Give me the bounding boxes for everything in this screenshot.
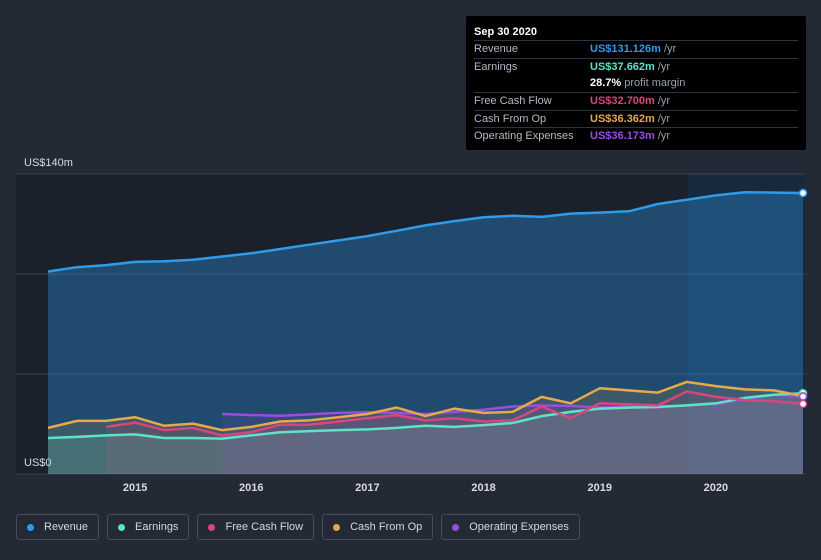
chart-legend: Revenue Earnings Free Cash Flow Cash From O… — [16, 514, 580, 540]
tooltip-row-value: US$131.126m — [590, 43, 661, 55]
legend-dot-icon — [208, 523, 216, 531]
tooltip-row-value: 28.7% — [590, 77, 622, 90]
x-tick-label: 2016 — [239, 482, 263, 494]
x-tick-label: 2015 — [123, 482, 147, 494]
tooltip-row-label — [474, 75, 590, 92]
series-end-point — [798, 399, 808, 409]
x-tick-label: 2017 — [355, 482, 379, 494]
series-line — [47, 190, 804, 273]
plot-background — [16, 174, 805, 474]
legend-label: Operating Expenses — [469, 521, 569, 533]
tooltip-row: Free Cash Flow US$32.700m/yr — [474, 92, 798, 110]
series-end-point — [798, 392, 808, 401]
legend-item[interactable]: Revenue — [16, 514, 100, 540]
legend-label: Revenue — [44, 521, 89, 533]
x-tick-label: 2020 — [704, 482, 728, 494]
y-axis-top-label: US$140m — [24, 157, 73, 169]
tooltip-row-label: Revenue — [474, 43, 519, 55]
tooltip-row: Operating Expenses US$36.173m/yr — [474, 127, 798, 145]
tooltip-row-label: Earnings — [474, 60, 518, 73]
tooltip-row-unit: /yr — [657, 112, 671, 125]
tooltip-row-value: US$32.700m — [590, 95, 655, 108]
legend-label: Free Cash Flow — [225, 521, 304, 533]
legend-item[interactable]: Earnings — [107, 514, 190, 540]
legend-dot-icon — [27, 523, 34, 531]
x-tick-label: 2019 — [587, 482, 611, 494]
tooltip-row-value: US$36.362m — [590, 112, 655, 125]
series-area — [106, 391, 804, 474]
chart-area: 2015 2016 2017 2018 2019 2020 US$140m US$0 — [16, 157, 808, 494]
highlight-region — [688, 174, 805, 474]
legend-dot-icon — [118, 523, 126, 531]
tooltip-row-label: Operating Expenses — [474, 130, 574, 143]
tooltip-row-value: US$37.662m — [590, 60, 655, 73]
tooltip-row: Cash From Op US$36.362m/yr — [474, 109, 798, 128]
series-line — [47, 392, 804, 440]
tooltip-row-unit: /yr — [657, 60, 671, 73]
tooltip-row: 28.7% profit margin — [474, 75, 798, 92]
legend-item[interactable]: Operating Expenses — [441, 514, 580, 540]
tooltip-row-unit: /yr — [663, 43, 677, 55]
y-axis-bottom-label: US$0 — [24, 457, 52, 469]
legend-dot-icon — [452, 523, 460, 531]
tooltip-row: Earnings US$37.662m/yr — [474, 57, 798, 76]
series-area — [48, 393, 803, 474]
legend-dot-icon — [333, 523, 341, 531]
x-tick-label: 2018 — [471, 482, 495, 494]
tooltip-row-unit: /yr — [657, 130, 671, 143]
tooltip-row-unit: /yr — [657, 95, 671, 108]
tooltip-row-unit: profit margin — [624, 77, 686, 90]
tooltip-row-label: Free Cash Flow — [474, 95, 552, 108]
data-tooltip: Sep 30 2020 Revenue US$131.126m/yr Earning… — [466, 16, 806, 150]
tooltip-row-label: Cash From Op — [474, 112, 547, 125]
legend-item[interactable]: Cash From Op — [322, 514, 434, 540]
series-end-point — [798, 188, 808, 198]
legend-label: Cash From Op — [350, 521, 423, 533]
series-line — [47, 380, 804, 432]
tooltip-row-value: US$36.173m — [590, 130, 655, 143]
tooltip-date: Sep 30 2020 — [474, 26, 537, 38]
legend-label: Earnings — [135, 521, 179, 533]
series-line — [105, 390, 804, 437]
legend-item[interactable]: Free Cash Flow — [197, 514, 315, 540]
tooltip-row: Revenue US$131.126m/yr — [474, 40, 798, 58]
